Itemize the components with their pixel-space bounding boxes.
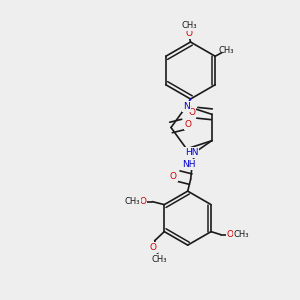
- Text: CH₃: CH₃: [181, 21, 197, 30]
- Text: CH₃: CH₃: [152, 255, 167, 264]
- Text: HN: HN: [185, 148, 198, 157]
- Text: NH: NH: [182, 160, 195, 169]
- Text: CH₃: CH₃: [219, 46, 234, 55]
- Text: O: O: [185, 29, 193, 38]
- Text: O: O: [188, 108, 195, 117]
- Text: O: O: [150, 243, 157, 252]
- Text: N: N: [183, 102, 190, 111]
- Text: O: O: [170, 172, 177, 181]
- Text: O: O: [139, 197, 146, 206]
- Text: O: O: [227, 230, 234, 239]
- Text: O: O: [185, 120, 192, 129]
- Text: CH₃: CH₃: [234, 230, 249, 239]
- Text: CH₃: CH₃: [125, 197, 140, 206]
